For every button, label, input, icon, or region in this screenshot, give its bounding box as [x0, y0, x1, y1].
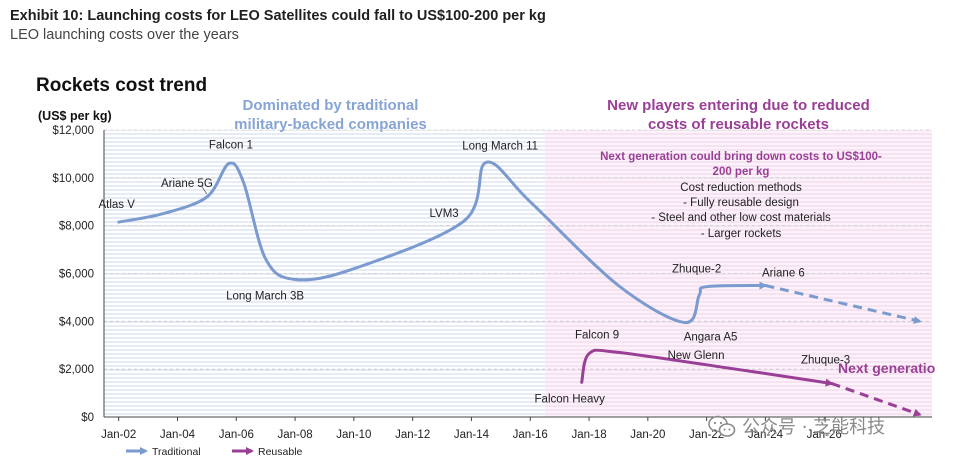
- next-generation-label: Next generatio: [838, 360, 935, 376]
- x-tick-label: Jan-02: [101, 429, 136, 441]
- legend: Traditional Reusable: [126, 446, 303, 458]
- x-tick-label: Jan-10: [336, 429, 371, 441]
- point-label: Long March 11: [462, 140, 538, 152]
- x-tick-label: Jan-14: [454, 429, 490, 441]
- x-tick-label: Jan-26: [807, 429, 842, 441]
- x-tick-label: Jan-06: [219, 429, 254, 441]
- y-tick-label: $2,000: [59, 364, 94, 376]
- watermark: 公众号 · 芝能科技: [708, 415, 885, 438]
- point-label: Long March 3B: [226, 290, 304, 302]
- point-label: Falcon 1: [209, 139, 253, 151]
- y-tick-label: $12,000: [52, 125, 94, 137]
- series-layer: [117, 160, 922, 417]
- cost-reduction-line-1: Cost reduction methods: [680, 182, 802, 194]
- y-axis-unit: (US$ per kg): [38, 109, 112, 123]
- exhibit-subtitle: LEO launching costs over the years: [10, 27, 239, 43]
- axes-layer: $0 $2,000 $4,000 $6,000 $8,000 $10,000 $12,000…: [52, 125, 932, 441]
- point-label: Ariane 5G: [161, 178, 213, 190]
- cost-reduction-line-3: - Steel and other low cost materials: [651, 212, 831, 224]
- series-projection-reusable: [831, 382, 922, 417]
- point-label: Angara A5: [684, 332, 738, 344]
- legend-reusable-label: Reusable: [258, 446, 303, 458]
- y-tick-label: $0: [81, 412, 94, 424]
- region-label-1-line-0: New players entering due to reduced: [607, 97, 870, 114]
- cost-reduction-line-2: - Fully reusable design: [683, 197, 799, 209]
- y-tick-label: $8,000: [59, 221, 94, 233]
- series-projection-traditional: [765, 284, 922, 324]
- y-tick-label: $10,000: [52, 173, 94, 185]
- wechat-icon: [708, 415, 736, 437]
- watermark-text: 公众号 · 芝能科技: [742, 417, 885, 438]
- next-generation-headline-2: 200 per kg: [713, 166, 770, 178]
- point-labels-layer: Atlas V Ariane 5G Falcon 1 Long March 3B LVM…: [98, 139, 850, 405]
- point-label: New Glenn: [668, 350, 725, 362]
- point-label: LVM3: [430, 208, 459, 220]
- x-tick-label: Jan-04: [160, 429, 196, 441]
- region-label-0-line-0: Dominated by traditional: [243, 97, 419, 114]
- series-line-traditional: [117, 160, 768, 324]
- region-label-1-line-1: costs of reusable rockets: [648, 116, 829, 133]
- y-tick-label: $4,000: [59, 316, 94, 328]
- x-tick-label: Jan-12: [395, 429, 430, 441]
- grid-layer: [104, 129, 932, 370]
- point-label: Zhuque-3: [801, 355, 850, 367]
- x-tick-label: Jan-16: [513, 429, 548, 441]
- point-label: Falcon 9: [575, 330, 619, 342]
- series-line-reusable: [580, 348, 834, 387]
- region-label-0-line-1: military-backed companies: [234, 116, 427, 133]
- legend-traditional-label: Traditional: [152, 446, 201, 458]
- next-generation-box: Next generation could bring down costs t…: [600, 151, 882, 240]
- x-tick-label: Jan-08: [277, 429, 312, 441]
- y-tick-label: $6,000: [59, 269, 94, 281]
- exhibit-title: Exhibit 10: Launching costs for LEO Sate…: [10, 8, 546, 24]
- x-tick-label: Jan-18: [571, 429, 606, 441]
- x-tick-label: Jan-24: [748, 429, 784, 441]
- cost-reduction-line-4: - Larger rockets: [701, 228, 782, 240]
- leader-line-ariane-5g: [200, 184, 208, 195]
- point-label: Atlas V: [98, 199, 135, 211]
- point-label: Zhuque-2: [672, 264, 721, 276]
- x-tick-label: Jan-20: [630, 429, 665, 441]
- point-label: Falcon Heavy: [535, 393, 606, 405]
- point-label: Ariane 6: [762, 267, 805, 279]
- chart-title: Rockets cost trend: [36, 75, 207, 96]
- next-generation-headline-1: Next generation could bring down costs t…: [600, 151, 882, 163]
